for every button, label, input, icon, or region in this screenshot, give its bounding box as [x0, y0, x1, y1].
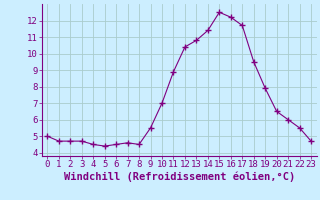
- X-axis label: Windchill (Refroidissement éolien,°C): Windchill (Refroidissement éolien,°C): [64, 172, 295, 182]
